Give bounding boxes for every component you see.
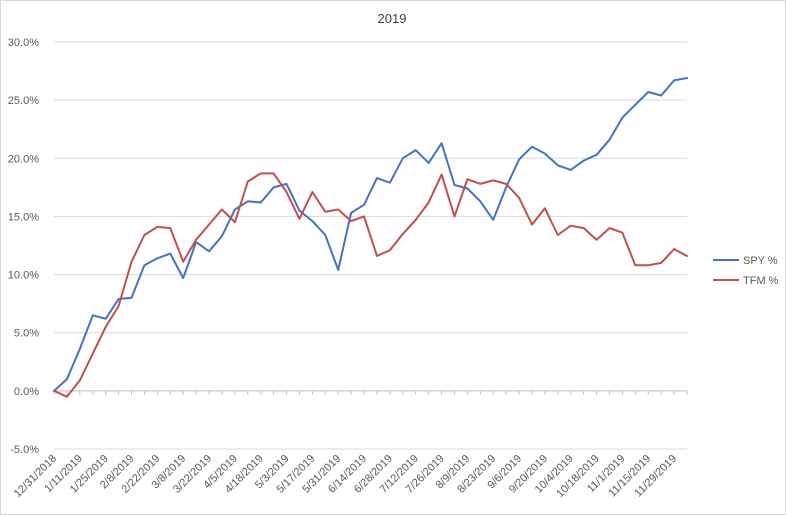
x-axis: 12/31/20181/11/20191/25/20192/8/20192/22…	[12, 390, 688, 500]
chart-title: 2019	[378, 11, 407, 26]
gridlines	[54, 41, 687, 450]
y-tick-label: 5.0%	[14, 328, 39, 340]
y-tick-label: 30.0%	[8, 37, 39, 49]
series-line-spy	[53, 77, 688, 392]
legend: SPY % TFM %	[713, 255, 779, 287]
y-tick-label: 10.0%	[8, 270, 39, 282]
y-axis-tick-labels: -5.0% 0.0% 5.0% 10.0% 15.0% 20.0% 25.0% 30.0%	[8, 37, 39, 456]
series-line-tfm	[53, 172, 688, 398]
legend-label: SPY %	[743, 255, 778, 267]
legend-label: TFM %	[743, 275, 779, 287]
y-tick-label: -5.0%	[10, 444, 39, 456]
y-tick-label: 20.0%	[8, 153, 39, 165]
series-lines	[53, 77, 688, 398]
y-tick-label: 0.0%	[14, 386, 39, 398]
y-tick-label: 25.0%	[8, 95, 39, 107]
y-tick-label: 15.0%	[8, 211, 39, 223]
